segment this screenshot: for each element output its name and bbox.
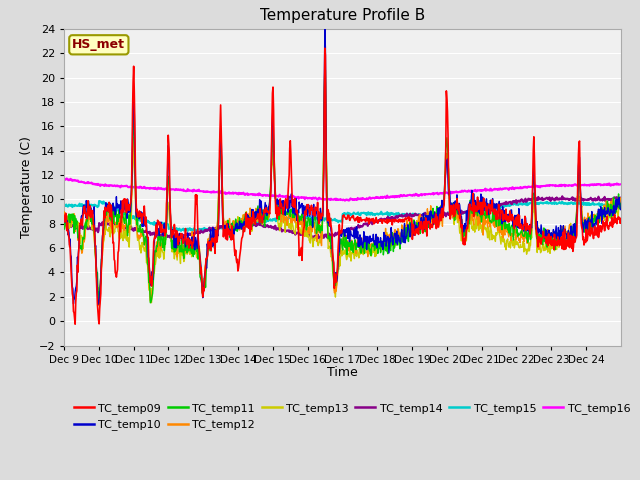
Y-axis label: Temperature (C): Temperature (C) [20, 136, 33, 238]
TC_temp11 [118, 220, 125, 226]
TC_temp14 [305, 233, 313, 239]
TC_temp10 [495, 199, 503, 204]
TC_temp13 [617, 204, 625, 210]
TC_temp11 [321, 65, 329, 71]
Title: Temperature Profile B: Temperature Profile B [260, 9, 425, 24]
TC_temp11 [60, 226, 68, 231]
TC_temp09 [286, 145, 294, 151]
TC_temp12 [60, 209, 68, 215]
TC_temp16 [506, 185, 513, 191]
TC_temp14 [285, 229, 293, 235]
TC_temp12 [321, 77, 329, 83]
TC_temp12 [506, 224, 513, 230]
TC_temp09 [506, 218, 513, 224]
TC_temp11 [506, 221, 513, 227]
TC_temp10 [118, 210, 125, 216]
TC_temp14 [495, 202, 502, 207]
TC_temp13 [306, 237, 314, 243]
TC_temp16 [63, 176, 70, 181]
TC_temp09 [321, 45, 329, 51]
TC_temp14 [117, 224, 125, 229]
Text: HS_met: HS_met [72, 38, 125, 51]
TC_temp12 [306, 219, 314, 225]
TC_temp09 [306, 212, 314, 217]
Line: TC_temp09: TC_temp09 [64, 48, 621, 324]
TC_temp14 [559, 193, 566, 199]
TC_temp11 [286, 208, 294, 214]
TC_temp11 [306, 222, 314, 228]
TC_temp16 [60, 176, 68, 182]
Line: TC_temp16: TC_temp16 [64, 179, 621, 201]
TC_temp09 [118, 207, 125, 213]
TC_temp16 [306, 195, 314, 201]
TC_temp09 [444, 108, 451, 114]
TC_temp09 [617, 216, 625, 222]
TC_temp10 [506, 212, 513, 217]
TC_temp15 [118, 208, 125, 214]
TC_temp14 [60, 221, 68, 227]
Line: TC_temp14: TC_temp14 [64, 196, 621, 238]
TC_temp13 [495, 231, 503, 237]
Line: TC_temp15: TC_temp15 [64, 201, 621, 231]
TC_temp13 [321, 94, 329, 100]
TC_temp16 [495, 187, 503, 192]
TC_temp11 [444, 143, 451, 149]
TC_temp14 [315, 235, 323, 241]
TC_temp15 [287, 215, 294, 221]
TC_temp13 [444, 159, 451, 165]
TC_temp11 [617, 201, 625, 206]
TC_temp13 [148, 300, 156, 306]
TC_temp15 [60, 201, 68, 207]
TC_temp16 [617, 181, 625, 187]
TC_temp14 [505, 199, 513, 205]
Line: TC_temp12: TC_temp12 [64, 80, 621, 305]
TC_temp09 [71, 321, 79, 327]
TC_temp15 [617, 204, 625, 210]
TC_temp10 [321, 26, 329, 32]
Legend: TC_temp09, TC_temp10, TC_temp11, TC_temp12, TC_temp13, TC_temp14, TC_temp15, TC_: TC_temp09, TC_temp10, TC_temp11, TC_temp… [70, 399, 635, 435]
TC_temp09 [60, 213, 68, 218]
TC_temp10 [60, 215, 68, 220]
TC_temp16 [118, 182, 125, 188]
X-axis label: Time: Time [327, 366, 358, 379]
TC_temp16 [444, 190, 451, 196]
TC_temp13 [117, 235, 125, 241]
TC_temp11 [495, 217, 503, 223]
TC_temp10 [94, 301, 102, 307]
TC_temp10 [617, 207, 625, 213]
TC_temp13 [286, 221, 294, 227]
TC_temp09 [495, 206, 503, 212]
TC_temp14 [443, 212, 451, 217]
TC_temp12 [118, 229, 125, 235]
TC_temp12 [444, 157, 451, 163]
TC_temp13 [60, 215, 68, 221]
TC_temp15 [95, 198, 103, 204]
TC_temp15 [506, 202, 513, 207]
TC_temp14 [617, 195, 625, 201]
TC_temp10 [306, 213, 314, 219]
TC_temp12 [286, 212, 294, 218]
TC_temp15 [184, 228, 191, 234]
Line: TC_temp13: TC_temp13 [64, 97, 621, 303]
TC_temp12 [95, 302, 102, 308]
TC_temp12 [617, 205, 625, 211]
TC_temp16 [341, 198, 349, 204]
TC_temp10 [444, 156, 451, 162]
Line: TC_temp10: TC_temp10 [64, 29, 621, 304]
TC_temp15 [307, 215, 314, 221]
TC_temp16 [286, 194, 294, 200]
TC_temp15 [495, 203, 503, 209]
TC_temp10 [286, 205, 294, 211]
Line: TC_temp11: TC_temp11 [64, 68, 621, 304]
TC_temp15 [444, 211, 451, 216]
TC_temp12 [495, 216, 503, 222]
TC_temp13 [506, 241, 513, 247]
TC_temp11 [95, 301, 103, 307]
